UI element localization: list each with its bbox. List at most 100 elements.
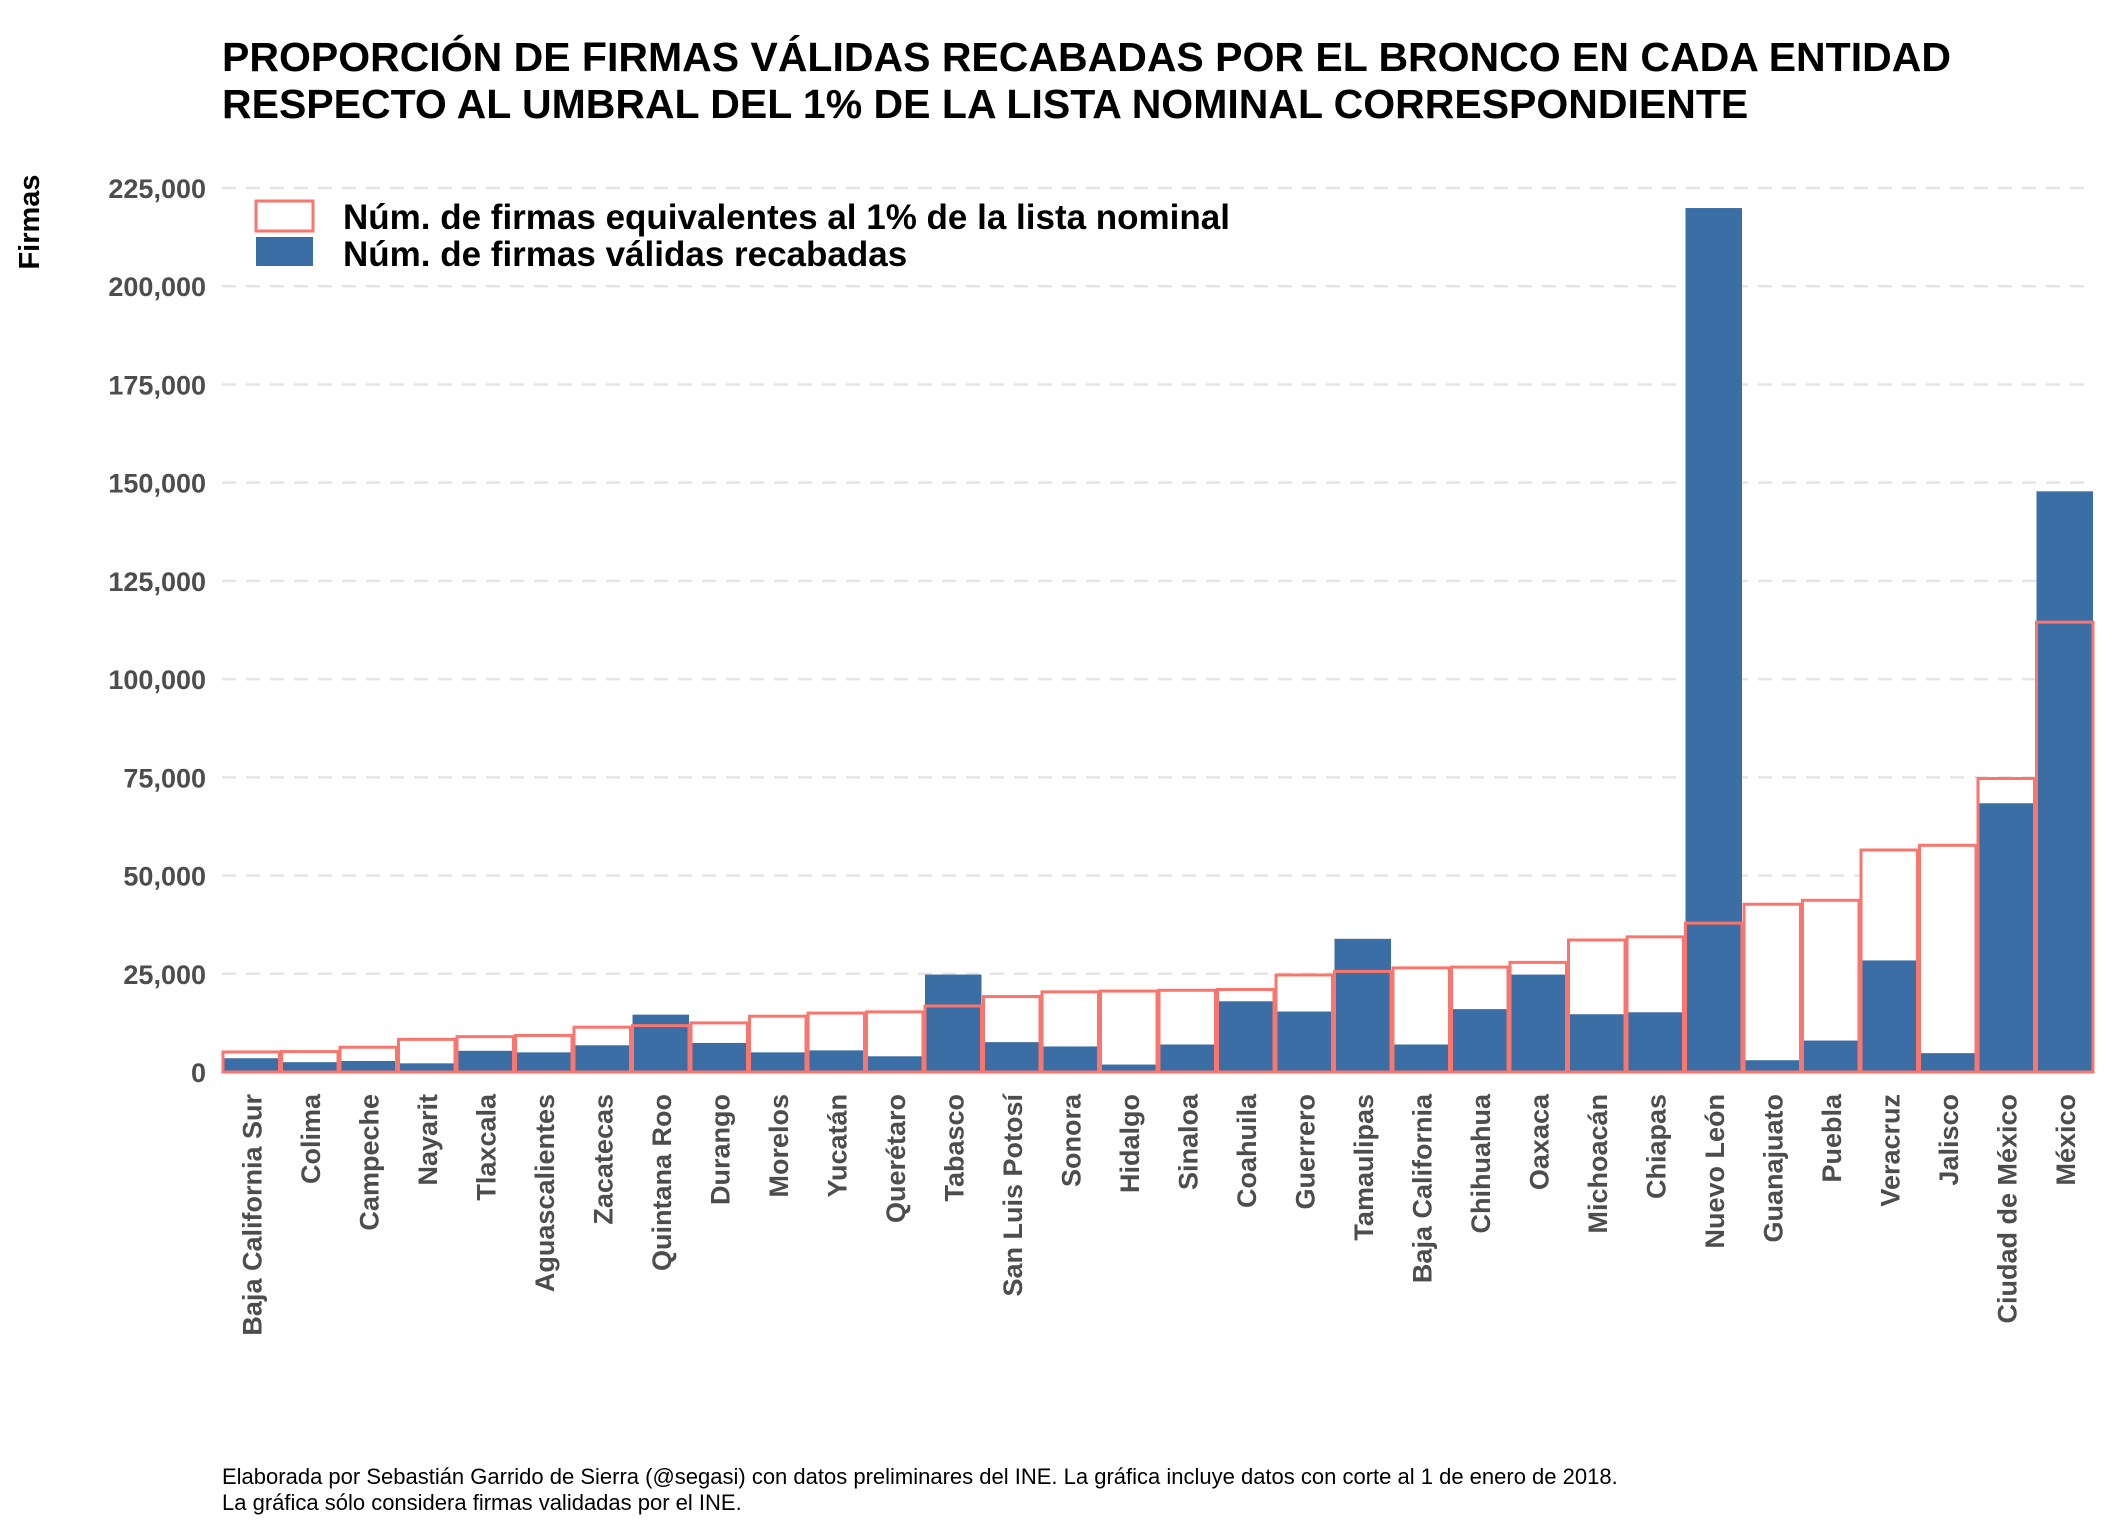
valid-bar [691, 1042, 748, 1072]
valid-bar [866, 1056, 923, 1072]
x-tick-label: Nayarit [413, 1094, 443, 1186]
y-axis-title: Firmas [14, 174, 46, 269]
valid-bar [1627, 1012, 1684, 1072]
threshold-bar-outline [1801, 898, 1861, 1074]
valid-bar [983, 1042, 1040, 1072]
x-tick-label: Baja California Sur [237, 1094, 267, 1336]
valid-bar [1276, 1011, 1333, 1072]
valid-bar [749, 1052, 806, 1072]
x-tick-label: Campeche [354, 1094, 384, 1231]
threshold-bar-outline [1274, 973, 1334, 1074]
threshold-outlines [221, 620, 2095, 1074]
valid-bar [1334, 938, 1391, 1072]
caption: Elaborada por Sebastián Garrido de Sierr… [222, 1464, 1618, 1516]
threshold-bar-outline [689, 1021, 749, 1074]
y-axis-ticks: 0 25,000 50,000 75,000 100,000 125,000 150,000… [108, 174, 206, 1088]
threshold-bar-outline [1216, 987, 1276, 1074]
threshold-bar-outline [1976, 777, 2036, 1074]
x-axis-ticks: Baja California Sur Colima Campeche Nayarit… [237, 1093, 2081, 1336]
gridlines [222, 186, 2094, 1074]
threshold-bar-outline [1742, 902, 1802, 1074]
valid-bar [1802, 1040, 1859, 1072]
threshold-bar-outline [748, 1014, 808, 1074]
y-tick-label: 125,000 [108, 567, 206, 597]
valid-bar [1685, 208, 1742, 1072]
valid-bar [1393, 1044, 1450, 1072]
x-tick-label: Guanajuato [1758, 1094, 1788, 1243]
threshold-bar-outline [1391, 966, 1451, 1074]
legend-label-threshold: Núm. de firmas equivalentes al 1% de la … [343, 198, 1230, 237]
x-tick-label: Ciudad de México [1992, 1094, 2022, 1324]
x-tick-label: Aguascalientes [530, 1094, 560, 1292]
x-tick-label: San Luis Potosí [998, 1093, 1028, 1297]
x-tick-label: Yucatán [822, 1094, 852, 1198]
y-tick-label: 25,000 [123, 960, 206, 990]
threshold-bar-outline [572, 1025, 632, 1074]
valid-bar [632, 1014, 689, 1072]
threshold-bar-outline [1099, 989, 1159, 1074]
threshold-bar-fill [1919, 845, 1976, 1072]
x-tick-label: Durango [705, 1094, 735, 1205]
threshold-bar-outline [1918, 843, 1978, 1074]
threshold-bar-outline [982, 995, 1042, 1074]
x-tick-label: Michoacán [1583, 1094, 1613, 1234]
valid-bar [1568, 1014, 1625, 1072]
y-tick-label: 0 [191, 1058, 206, 1088]
valid-bar [2036, 491, 2093, 1073]
x-tick-label: Baja California [1407, 1093, 1437, 1283]
threshold-bar-outline [1625, 935, 1685, 1074]
valid-bar [515, 1052, 572, 1072]
chart-title-line-2: RESPECTO AL UMBRAL DEL 1% DE LA LISTA NO… [222, 81, 1749, 127]
valid-bar [574, 1045, 631, 1072]
threshold-bar-outline [1684, 921, 1744, 1074]
x-tick-label: Sonora [1056, 1093, 1086, 1187]
threshold-bar-outline [397, 1037, 457, 1074]
x-tick-label: Nuevo León [1700, 1094, 1730, 1249]
valid-bar [1100, 1064, 1157, 1072]
x-tick-label: Guerrero [1290, 1094, 1320, 1210]
valid-bar [223, 1058, 280, 1072]
bar-chart: 0 25,000 50,000 75,000 100,000 125,000 150,000… [14, 174, 2095, 1336]
threshold-bar-outline [806, 1011, 866, 1074]
valid-bar [457, 1050, 514, 1072]
y-tick-label: 100,000 [108, 665, 206, 695]
caption-line-1: Elaborada por Sebastián Garrido de Sierr… [222, 1464, 1618, 1489]
valid-bar [1042, 1046, 1099, 1072]
x-tick-label: México [2051, 1094, 2081, 1186]
valid-bar [1451, 1009, 1508, 1072]
valid-bar [340, 1060, 397, 1072]
legend: Núm. de firmas equivalentes al 1% de la … [254, 198, 1230, 274]
y-tick-label: 50,000 [123, 862, 206, 892]
valid-bar [281, 1062, 338, 1072]
threshold-bar-outline [2035, 620, 2095, 1074]
legend-swatch-threshold [254, 199, 315, 233]
threshold-bar-outline [280, 1050, 340, 1074]
y-tick-label: 150,000 [108, 469, 206, 499]
x-tick-label: Querétaro [881, 1094, 911, 1223]
threshold-bar-outline [1508, 960, 1568, 1074]
threshold-bar-outline [1859, 848, 1919, 1074]
x-tick-label: Oaxaca [1524, 1093, 1554, 1190]
x-tick-label: Zacatecas [588, 1094, 618, 1225]
x-tick-label: Morelos [764, 1094, 794, 1198]
legend-label-valid: Núm. de firmas válidas recabadas [343, 235, 907, 274]
threshold-bar-outline [455, 1035, 515, 1074]
threshold-bar-fill [1744, 904, 1801, 1072]
x-tick-label: Sinaloa [1173, 1093, 1203, 1190]
y-tick-label: 225,000 [108, 174, 206, 204]
threshold-bar-outline [1333, 969, 1393, 1074]
legend-swatch-valid [256, 237, 313, 266]
caption-line-2: La gráfica sólo considera firmas validad… [222, 1490, 742, 1515]
x-tick-label: Tlaxcala [471, 1093, 501, 1201]
threshold-bar-outline [1567, 938, 1627, 1074]
valid-bar [925, 974, 982, 1072]
valid-bar [398, 1063, 455, 1072]
chart-title: PROPORCIÓN DE FIRMAS VÁLIDAS RECABADAS P… [222, 34, 1951, 128]
y-tick-label: 175,000 [108, 370, 206, 400]
x-tick-label: Hidalgo [1115, 1094, 1145, 1193]
valid-bar [1510, 974, 1567, 1072]
threshold-bar-outline [338, 1045, 398, 1074]
x-tick-label: Tabasco [939, 1094, 969, 1202]
x-tick-label: Quintana Roo [647, 1094, 677, 1271]
x-tick-label: Coahuila [1232, 1093, 1262, 1208]
